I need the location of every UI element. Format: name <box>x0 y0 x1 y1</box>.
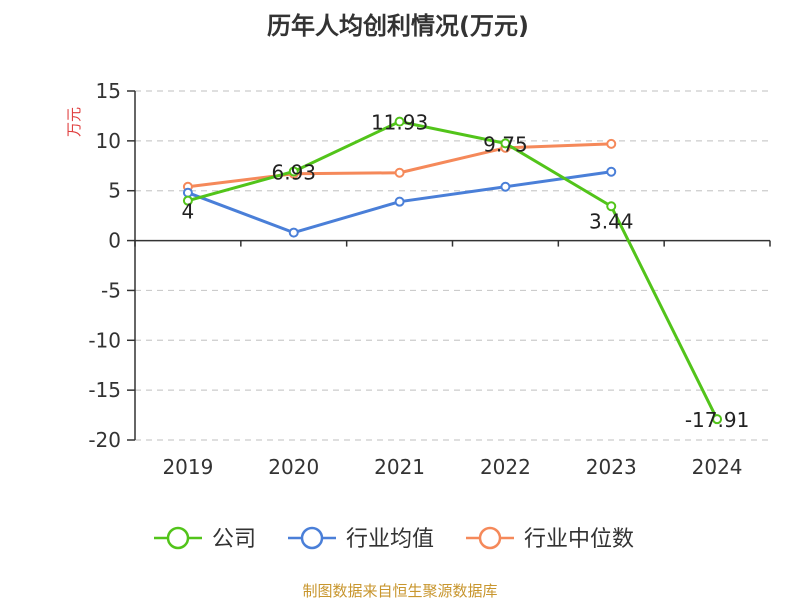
grid-lines <box>135 90 770 441</box>
data-label: -17.91 <box>685 408 749 432</box>
y-tick-label: -20 <box>88 428 121 452</box>
data-point <box>394 196 405 207</box>
series-lines <box>182 116 723 425</box>
chart-title: 历年人均创利情况(万元) <box>267 12 529 40</box>
series-line <box>187 120 719 420</box>
y-tick-label: 5 <box>108 179 121 203</box>
legend[interactable]: 公司 行业均值 行业中位数 <box>154 526 634 552</box>
data-label: 9.75 <box>483 132 528 156</box>
data-labels: 4 6.93 11.93 9.75 3.44 -17.91 <box>182 111 750 433</box>
data-point <box>394 116 405 127</box>
y-tick-label: 10 <box>96 129 121 153</box>
legend-label: 行业均值 <box>346 527 434 552</box>
x-tick-label: 2022 <box>480 455 531 479</box>
source-note: 制图数据来自恒生聚源数据库 <box>302 582 497 600</box>
y-tick-label: 0 <box>108 229 121 253</box>
data-point <box>288 166 299 177</box>
data-label: 6.93 <box>271 160 316 184</box>
legend-item[interactable]: 公司 <box>154 526 256 552</box>
data-point <box>182 187 193 198</box>
legend-item[interactable]: 行业中位数 <box>466 526 634 552</box>
data-label: 3.44 <box>589 209 634 233</box>
data-point <box>606 166 617 177</box>
data-point <box>500 181 511 192</box>
data-point <box>606 201 617 212</box>
legend-marker <box>478 526 502 550</box>
y-tick-label: -10 <box>88 328 121 352</box>
legend-label: 公司 <box>212 527 256 552</box>
data-point <box>394 167 405 178</box>
data-label: 4 <box>182 200 195 224</box>
axes: 15 10 5 0 -5 -10 -15 -20 2019 2020 2021 2022 2023 202… <box>88 79 771 479</box>
data-point <box>500 138 511 149</box>
y-tick-label: 15 <box>96 79 121 103</box>
y-axis-unit-label: 万元 <box>65 107 83 137</box>
data-label: 11.93 <box>371 111 428 135</box>
x-tick-label: 2020 <box>268 455 319 479</box>
legend-marker <box>166 526 190 550</box>
data-point <box>288 227 299 238</box>
x-tick-label: 2019 <box>162 455 213 479</box>
data-point <box>606 138 617 149</box>
legend-marker <box>300 526 324 550</box>
y-tick-label: -5 <box>101 278 121 302</box>
y-tick-label: -15 <box>88 378 121 402</box>
x-tick-label: 2021 <box>374 455 425 479</box>
legend-label: 行业中位数 <box>524 527 634 552</box>
x-tick-label: 2023 <box>586 455 637 479</box>
data-point <box>712 414 723 425</box>
data-point <box>182 195 193 206</box>
legend-item[interactable]: 行业均值 <box>288 526 434 552</box>
x-tick-label: 2024 <box>692 455 743 479</box>
